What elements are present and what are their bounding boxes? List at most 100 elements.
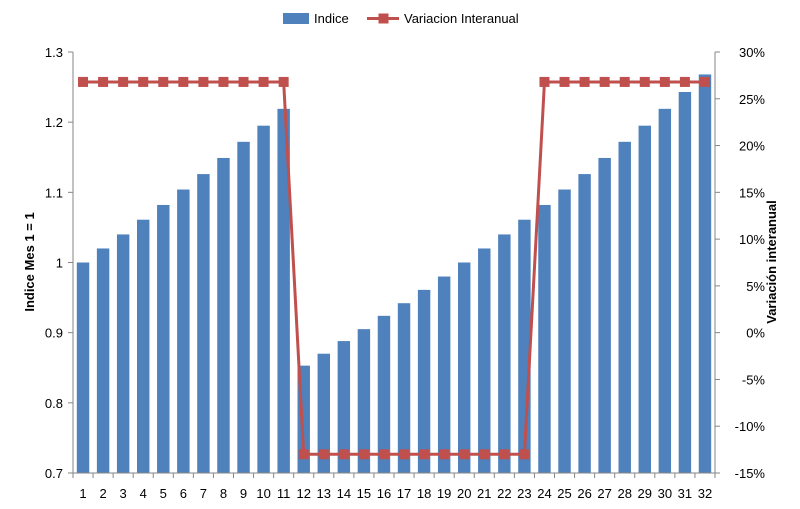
y-tick-label: 1.2 — [45, 115, 63, 130]
legend: Indice Variacion Interanual — [283, 11, 519, 26]
x-tick-label: 15 — [357, 486, 371, 501]
y-tick-label: 0.7 — [45, 466, 63, 481]
bar-indice-16 — [377, 315, 391, 473]
bar-indice-15 — [357, 329, 371, 473]
marker-variacion-22 — [499, 449, 510, 460]
bar-indice-26 — [578, 174, 591, 473]
marker-variacion-3 — [118, 76, 129, 87]
x-tick-label: 23 — [517, 486, 531, 501]
bar-indice-2 — [96, 248, 110, 473]
y-tick-label: 0.8 — [45, 396, 63, 411]
marker-variacion-29 — [639, 76, 650, 87]
x-tick-label: 19 — [437, 486, 451, 501]
bar-indice-9 — [237, 141, 250, 473]
y-tick-label: 0.9 — [45, 326, 63, 341]
x-tick-label: 21 — [477, 486, 491, 501]
bar-indice-25 — [558, 189, 571, 473]
bar-indice-28 — [618, 141, 631, 473]
x-tick-label: 7 — [200, 486, 207, 501]
bar-indice-27 — [598, 157, 611, 473]
x-tick-label: 24 — [537, 486, 551, 501]
y2-tick-label: 15% — [739, 185, 765, 200]
marker-variacion-23 — [519, 449, 530, 460]
x-tick-label: 30 — [658, 486, 672, 501]
marker-variacion-10 — [258, 76, 269, 87]
bar-indice-21 — [478, 248, 491, 473]
y2-tick-label: 25% — [739, 92, 765, 107]
bar-indice-6 — [177, 189, 190, 473]
legend-label-variacion: Variacion Interanual — [404, 11, 519, 26]
marker-variacion-5 — [158, 76, 169, 87]
bar-indice-17 — [397, 303, 411, 473]
bar-indice-32 — [698, 74, 712, 473]
bar-indice-11 — [277, 108, 290, 474]
y-tick-label: 1.1 — [45, 185, 63, 200]
marker-variacion-30 — [659, 76, 670, 87]
plot-area: 0.7 0.8 0.9 1 1.1 1.2 1.3 -15% -10% -5% 0% 5% 10% 15%… — [45, 45, 766, 501]
marker-variacion-19 — [439, 449, 450, 460]
x-tick-label: 6 — [180, 486, 187, 501]
marker-variacion-12 — [298, 449, 309, 460]
x-tick-label: 9 — [240, 486, 247, 501]
marker-variacion-21 — [479, 449, 490, 460]
x-tick-label: 20 — [457, 486, 471, 501]
marker-variacion-17 — [399, 449, 410, 460]
y2-tick-label: -5% — [742, 372, 766, 387]
marker-variacion-28 — [619, 76, 630, 87]
bar-indice-18 — [417, 289, 431, 473]
x-tick-label: 14 — [337, 486, 351, 501]
legend-marker-variacion — [378, 13, 389, 24]
marker-variacion-13 — [318, 449, 329, 460]
bar-indice-13 — [317, 353, 331, 473]
bar-indice-8 — [217, 157, 230, 473]
bar-indice-29 — [638, 125, 652, 474]
x-tick-label: 17 — [397, 486, 411, 501]
x-tick-label: 11 — [277, 486, 291, 501]
bar-indice-7 — [197, 174, 210, 473]
bar-indice-14 — [337, 341, 351, 473]
bar-indice-30 — [658, 108, 672, 474]
x-tick-label: 29 — [638, 486, 652, 501]
y-tick-label: 1.3 — [45, 45, 63, 60]
x-tick-label: 10 — [256, 486, 270, 501]
bar-indice-1 — [76, 262, 90, 473]
x-tick-label: 25 — [557, 486, 571, 501]
x-tick-label: 22 — [497, 486, 511, 501]
x-tick-label: 3 — [120, 486, 127, 501]
marker-variacion-20 — [459, 449, 470, 460]
y2-tick-label: -10% — [735, 419, 766, 434]
marker-variacion-4 — [138, 76, 149, 87]
bar-indice-22 — [498, 234, 511, 473]
bar-indice-31 — [678, 91, 692, 474]
marker-variacion-26 — [579, 76, 590, 87]
bar-indice-20 — [457, 262, 471, 473]
x-tick-label: 13 — [317, 486, 331, 501]
bar-indice-4 — [136, 219, 150, 473]
y-axis-title: Indice Mes 1 = 1 — [22, 212, 37, 311]
line-variacion-interanual — [83, 80, 705, 456]
x-tick-label: 5 — [160, 486, 167, 501]
marker-variacion-2 — [98, 76, 109, 87]
bar-indice-10 — [257, 125, 270, 474]
marker-variacion-15 — [358, 449, 369, 460]
y2-axis-title: Variación interanual — [764, 200, 779, 324]
x-tick-label: 16 — [377, 486, 391, 501]
legend-swatch-indice — [283, 13, 309, 24]
x-tick-label: 31 — [678, 486, 692, 501]
marker-variacion-18 — [419, 449, 430, 460]
marker-variacion-24 — [539, 76, 550, 87]
x-tick-label: 18 — [417, 486, 431, 501]
marker-variacion-14 — [338, 449, 349, 460]
marker-variacion-7 — [198, 76, 209, 87]
y2-tick-label: 0% — [746, 326, 765, 341]
marker-variacion-9 — [238, 76, 249, 87]
bar-indice-24 — [538, 204, 551, 474]
marker-variacion-27 — [599, 76, 610, 87]
marker-variacion-32 — [699, 76, 710, 87]
x-tick-label: 4 — [140, 486, 147, 501]
marker-variacion-11 — [278, 76, 289, 87]
legend-label-indice: Indice — [314, 11, 349, 26]
bar-indice-5 — [157, 204, 170, 474]
x-tick-label: 1 — [79, 486, 86, 501]
